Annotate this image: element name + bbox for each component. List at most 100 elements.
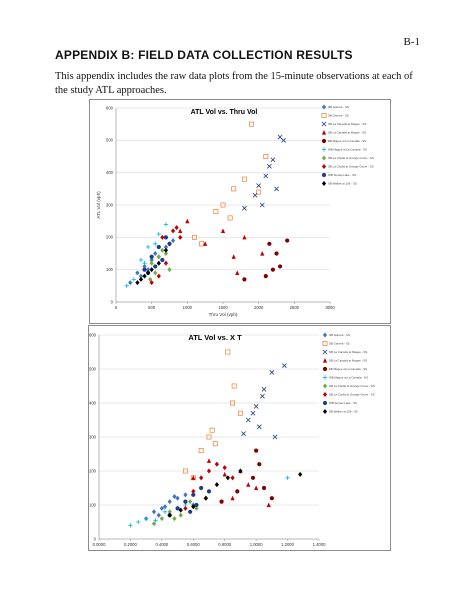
data-point — [242, 277, 247, 282]
y-tick-label: 100 — [106, 267, 114, 272]
data-point — [266, 502, 271, 508]
chart-svg: 0 100 200 300 400 500 600 0 500 1000 1500 2000 2500 3… — [96, 104, 374, 317]
data-point — [277, 264, 283, 269]
data-point — [281, 137, 287, 143]
data-point — [138, 273, 144, 279]
data-point — [172, 516, 177, 522]
data-point — [162, 509, 168, 514]
data-point — [206, 489, 212, 494]
legend-swatch — [321, 104, 327, 110]
chart-atl-vs-thru-vol: 0 100 200 300 400 500 600 0 500 1000 1500 2000 2500 3… — [89, 99, 391, 324]
data-point — [270, 267, 276, 272]
legend-swatch — [322, 341, 328, 346]
y-tick-label: 600 — [106, 105, 114, 110]
data-point — [142, 263, 147, 269]
data-point — [194, 502, 199, 508]
data-point — [225, 475, 230, 481]
data-point — [167, 241, 172, 246]
y-tick-label: 500 — [89, 366, 97, 371]
data-point — [241, 176, 247, 182]
data-point — [249, 121, 254, 127]
data-point — [163, 247, 169, 253]
x-axis-label: Thru Vol (vph) — [209, 312, 238, 317]
legend-entry: WB Magee at La Canada - SS — [328, 148, 367, 152]
data-point — [174, 225, 179, 231]
data-point — [167, 509, 172, 515]
data-point — [220, 202, 226, 208]
legend-entry: NB La Cholla at Orange Grove - SS — [328, 156, 374, 160]
y-tick-label: 0 — [111, 299, 114, 304]
data-point — [167, 512, 172, 518]
data-point — [149, 260, 154, 266]
x-tick-label: 0.2000 — [124, 542, 137, 547]
data-point — [128, 523, 133, 528]
data-point — [160, 234, 165, 240]
data-point — [254, 448, 259, 453]
data-point — [263, 154, 269, 159]
data-point — [183, 492, 188, 498]
y-tick-label: 600 — [89, 332, 97, 337]
data-point — [149, 254, 154, 259]
data-point — [241, 431, 246, 436]
data-point — [199, 241, 205, 247]
legend-entry: SB Walker at 106 - SS — [328, 182, 357, 186]
data-point — [220, 228, 226, 233]
x-tick-label: 0.8000 — [218, 542, 231, 547]
legend-entry: NB La Canada at Magee - SS — [329, 350, 367, 354]
legend-swatch — [321, 113, 327, 118]
data-point — [242, 205, 247, 211]
data-point — [245, 417, 251, 423]
y-tick-label: 300 — [89, 434, 97, 439]
data-point — [203, 241, 208, 246]
x-tick-label: 0.4000 — [155, 542, 168, 547]
data-point — [163, 250, 169, 257]
data-point — [159, 505, 164, 511]
data-point — [260, 393, 265, 399]
data-point — [206, 434, 212, 440]
data-point — [214, 482, 219, 488]
data-point — [124, 283, 129, 288]
legend-swatch — [321, 180, 327, 187]
data-point — [146, 267, 151, 273]
data-point — [199, 485, 204, 491]
appendix-heading: APPENDIX B: FIELD DATA COLLECTION RESULT… — [55, 48, 353, 62]
data-point — [142, 273, 147, 279]
data-point — [153, 241, 158, 246]
x-tick-label: 0.6000 — [187, 542, 200, 547]
data-point — [261, 485, 267, 491]
data-point — [270, 157, 276, 163]
intro-paragraph: This appendix includes the raw data plot… — [55, 71, 413, 96]
data-point — [183, 499, 188, 504]
legend-entry: SB La Cholla at Orange Grove - SS — [328, 165, 374, 169]
y-tick-label: 300 — [106, 202, 114, 207]
data-point — [156, 512, 161, 518]
x-tick-label: 0.0000 — [93, 542, 106, 547]
y-tick-label: 500 — [106, 138, 114, 143]
data-point — [235, 270, 240, 275]
legend-swatch — [322, 332, 328, 338]
data-point — [178, 507, 183, 513]
data-point — [230, 400, 236, 406]
legend-swatch — [322, 375, 328, 380]
data-point — [272, 434, 278, 440]
data-point — [274, 186, 279, 192]
data-point — [156, 232, 161, 237]
y-axis-label: ATL Vol (vph) — [96, 191, 101, 219]
data-point — [160, 257, 165, 263]
x-tick-label: 1.0000 — [250, 542, 263, 547]
legend-entry: NB Garnett - SS — [329, 333, 350, 337]
data-point — [131, 277, 136, 282]
data-point — [156, 273, 161, 279]
x-tick-label: 3000 — [325, 305, 335, 310]
legend-swatch — [321, 172, 327, 178]
legend-swatch — [321, 163, 327, 170]
data-point — [263, 173, 269, 179]
data-point — [188, 509, 193, 514]
data-point — [172, 493, 177, 500]
data-point — [188, 499, 193, 505]
data-point — [149, 257, 154, 263]
data-point — [175, 506, 180, 511]
y-tick-label: 200 — [89, 468, 97, 473]
data-point — [144, 516, 149, 521]
data-point — [269, 370, 275, 375]
